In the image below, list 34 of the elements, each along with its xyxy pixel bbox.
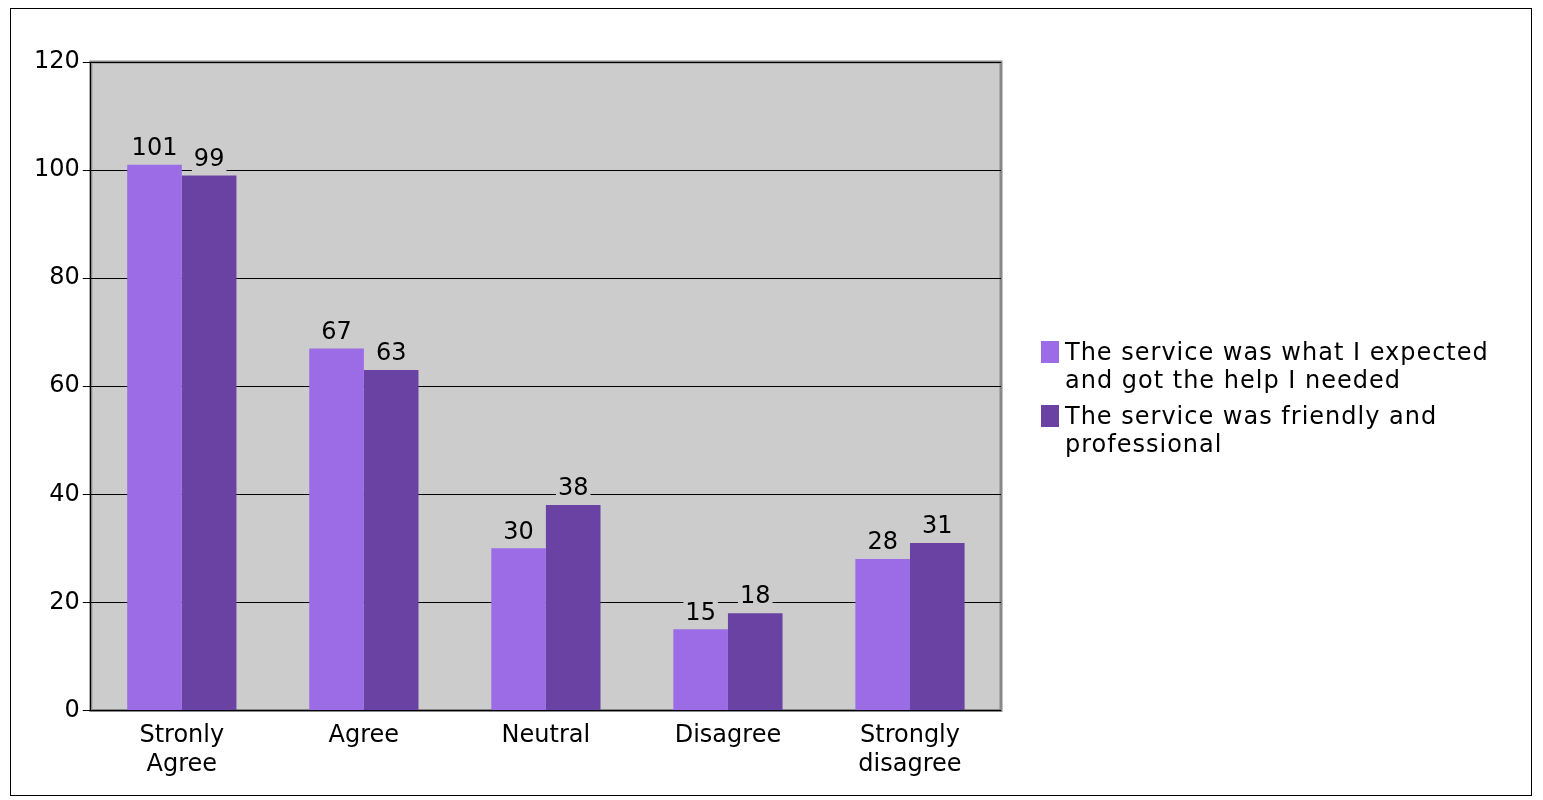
legend-label: The service was friendly and professional bbox=[1065, 402, 1439, 458]
bar bbox=[727, 613, 783, 710]
data-label: 28 bbox=[867, 527, 898, 556]
data-label: 31 bbox=[922, 511, 953, 540]
bar bbox=[855, 559, 910, 710]
data-label: 30 bbox=[503, 516, 534, 545]
x-tick-label: Strongly disagree bbox=[858, 720, 962, 777]
bar bbox=[127, 164, 182, 710]
y-tick-label: 0 bbox=[64, 694, 80, 723]
data-label: 99 bbox=[193, 143, 225, 172]
bar bbox=[309, 348, 364, 710]
y-tick-label: 40 bbox=[49, 478, 80, 507]
bar bbox=[673, 629, 728, 710]
data-label: 67 bbox=[321, 316, 352, 345]
legend-label: The service was what I expected and got the help I needed bbox=[1065, 338, 1490, 394]
data-label: 101 bbox=[131, 132, 178, 161]
data-label: 63 bbox=[375, 338, 407, 367]
data-label: 15 bbox=[685, 597, 716, 626]
x-tick-label: Neutral bbox=[501, 720, 591, 749]
bar bbox=[545, 505, 601, 710]
bar bbox=[363, 369, 419, 710]
y-tick-label: 20 bbox=[49, 586, 80, 615]
bar bbox=[491, 548, 546, 710]
x-tick-label: Agree bbox=[328, 720, 400, 749]
x-tick-label: Disagree bbox=[674, 720, 782, 749]
y-tick-label: 60 bbox=[49, 370, 80, 399]
y-tick-label: 100 bbox=[34, 154, 80, 183]
data-label: 18 bbox=[739, 581, 771, 610]
bar bbox=[909, 542, 965, 710]
x-tick-label: Stronly Agree bbox=[139, 720, 225, 777]
y-tick-label: 120 bbox=[34, 46, 80, 75]
data-label: 38 bbox=[557, 473, 589, 502]
y-tick-label: 80 bbox=[49, 262, 80, 291]
bar bbox=[181, 175, 237, 710]
